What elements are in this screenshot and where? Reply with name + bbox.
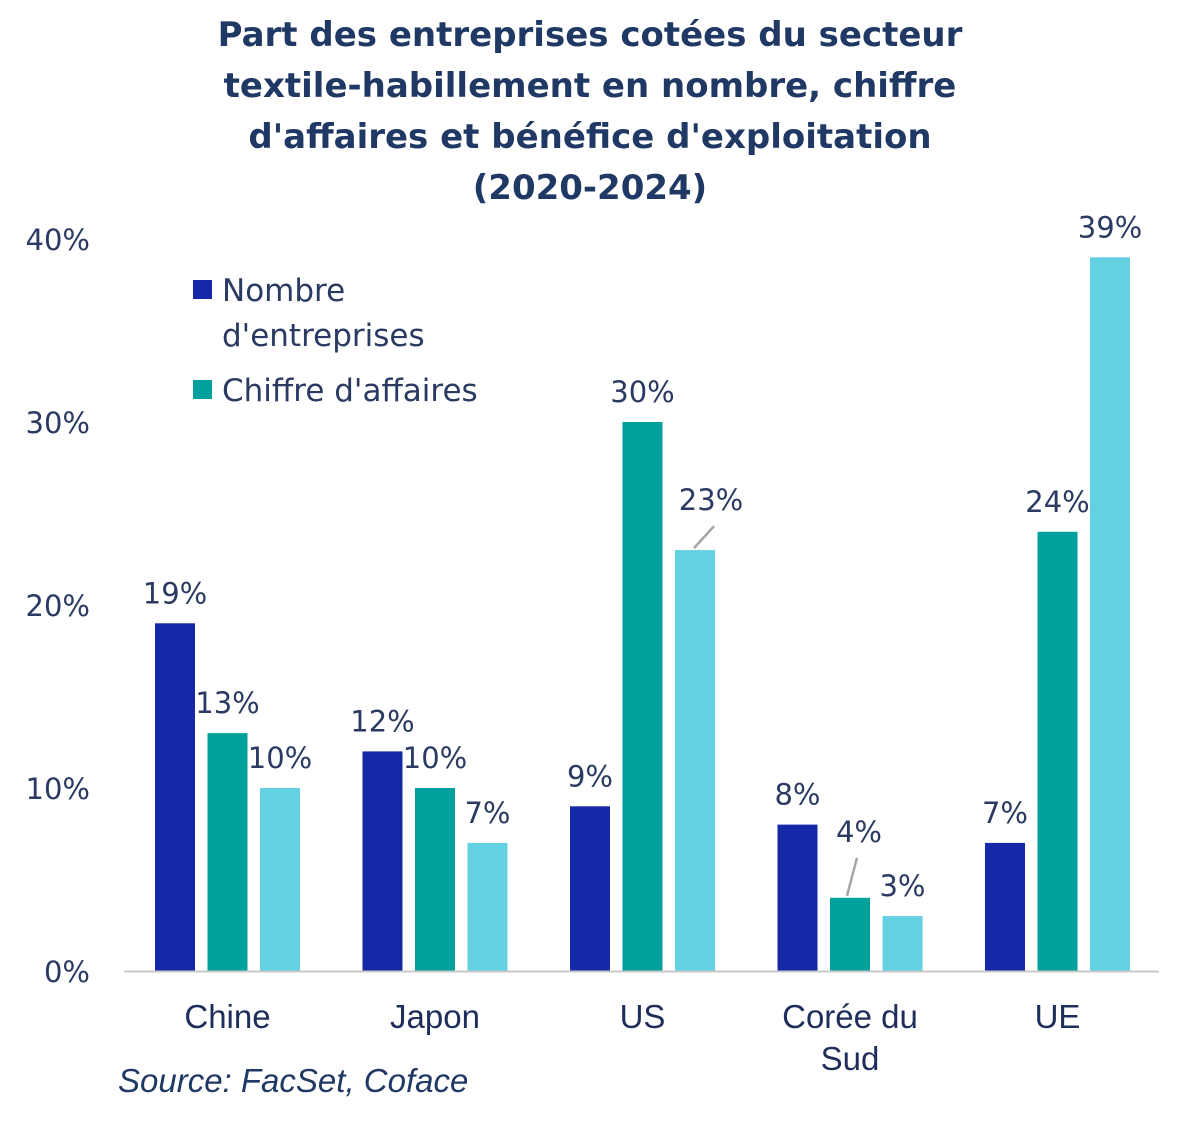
bar (155, 623, 195, 971)
data-label: 4% (836, 815, 882, 849)
legend-label: Nombre (222, 273, 345, 309)
y-tick-label: 0% (44, 955, 90, 989)
data-label: 7% (464, 796, 510, 830)
y-tick-label: 10% (26, 772, 90, 806)
bar (207, 733, 248, 971)
legend-label: d'entreprises (222, 318, 425, 354)
data-label: 7% (982, 796, 1028, 830)
data-label: 12% (350, 704, 414, 738)
category-label: US (620, 998, 666, 1035)
y-axis: 0% 10% 20% 30% 40% (26, 223, 90, 989)
bar (830, 897, 870, 971)
category-label: Sud (821, 1040, 880, 1077)
legend-label: Chiffre d'affaires (222, 373, 478, 409)
bar (415, 788, 455, 971)
legend-swatch (193, 280, 212, 299)
bar (985, 842, 1025, 971)
bar (882, 916, 923, 971)
bar (777, 824, 818, 971)
data-label: 10% (403, 741, 467, 775)
leader-line (693, 525, 715, 549)
bar (467, 842, 508, 971)
data-label: 24% (1025, 485, 1089, 519)
data-label: 39% (1078, 210, 1142, 244)
data-label: 3% (879, 869, 925, 903)
data-label: 13% (195, 686, 259, 720)
bar (622, 422, 663, 971)
bar (362, 751, 403, 971)
y-tick-label: 20% (26, 589, 90, 623)
source-note: Source: FacSet, Coface (118, 1062, 469, 1099)
category-label: UE (1035, 998, 1081, 1035)
y-tick-label: 30% (26, 406, 90, 440)
x-axis-categories: Chine Japon US Corée du Sud UE (184, 998, 1080, 1077)
chart-title-line: (2020-2024) (472, 168, 708, 208)
bar (1037, 531, 1078, 971)
chart-title: Part des entreprises cotées du secteur t… (90, 10, 1090, 214)
chart-title-line: Part des entreprises cotées du secteur (217, 15, 963, 55)
chart-title-line: textile-habillement en nombre, chiffre (223, 66, 957, 106)
data-label: 8% (774, 778, 820, 812)
bar (570, 806, 610, 971)
data-label: 19% (143, 576, 207, 610)
category-label: Corée du (782, 998, 918, 1035)
leader-line (845, 857, 859, 897)
data-labels: 19%13%10%12%10%7%9%30%23%8%4%3%7%24%39% (143, 210, 1142, 903)
legend-swatch (193, 380, 212, 399)
data-label: 10% (248, 741, 312, 775)
bar (1090, 257, 1130, 971)
bar (675, 550, 715, 971)
y-tick-label: 40% (26, 223, 90, 257)
bars (155, 257, 1130, 971)
chart-title-line: d'affaires et bénéfice d'exploitation (248, 117, 932, 157)
data-label: 23% (679, 483, 743, 517)
category-label: Chine (184, 998, 270, 1035)
category-label: Japon (390, 998, 480, 1035)
data-label: 9% (567, 759, 613, 793)
data-label: 30% (610, 375, 674, 409)
legend: Nombre d'entreprises Chiffre d'affaires (193, 273, 478, 409)
bar (260, 788, 300, 971)
